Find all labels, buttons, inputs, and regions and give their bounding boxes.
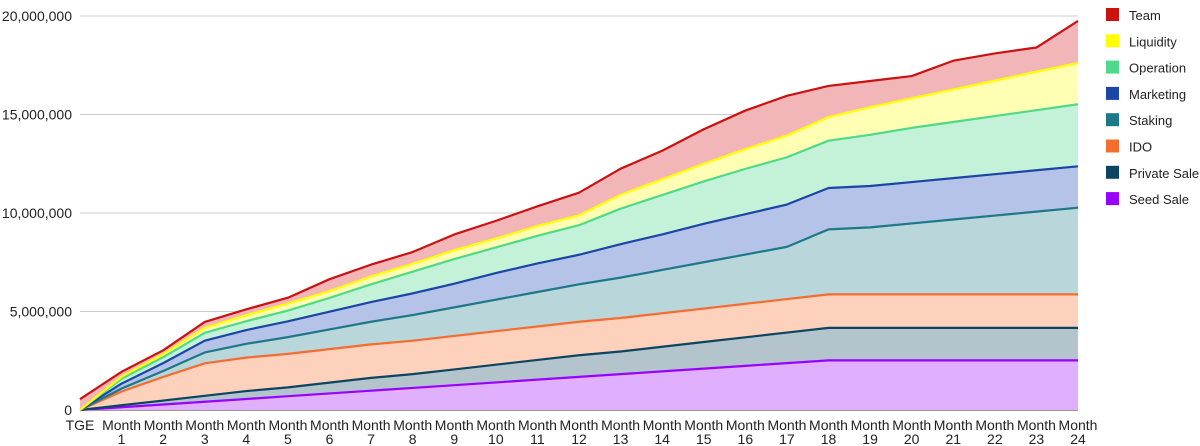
line-private-sale (79, 326, 1078, 412)
legend-swatch-seed-sale (1106, 192, 1119, 206)
legend-label-ido: IDO (1129, 140, 1152, 155)
x-tick-label-number: 10 (488, 431, 504, 446)
x-tick-label: Month (393, 417, 432, 433)
x-tick-label: Month (268, 417, 307, 433)
x-tick-label-number: 6 (326, 431, 334, 446)
x-tick-label: Month (601, 417, 640, 433)
line-series (79, 20, 1079, 412)
area-private-sale (80, 327, 1078, 410)
x-tick-label-number: 22 (987, 431, 1003, 446)
x-tick-label: Month (560, 417, 599, 433)
line-seed-sale (79, 359, 1078, 412)
x-tick-label-number: 23 (1029, 431, 1045, 446)
x-tick-label-number: 2 (159, 431, 167, 446)
x-tick-label-number: 19 (862, 431, 878, 446)
legend-swatch-liquidity (1106, 34, 1119, 48)
x-tick-label: Month (352, 417, 391, 433)
x-tick-label-number: 20 (904, 431, 920, 446)
line-liquidity (79, 61, 1079, 411)
area-team (80, 20, 1078, 411)
x-tick-label: Month (227, 417, 266, 433)
legend-swatch-ido (1106, 139, 1119, 153)
x-tick-label: Month (518, 417, 557, 433)
area-staking (80, 207, 1078, 410)
x-tick-label-number: 13 (613, 431, 629, 446)
x-tick-label: Month (476, 417, 515, 433)
x-tick-label-number: 9 (450, 431, 458, 446)
x-tick-label-number: 18 (821, 431, 837, 446)
area-series (80, 20, 1078, 411)
x-tick-label-number: 11 (530, 431, 545, 446)
x-tick-label: Month (851, 417, 890, 433)
legend: Team Liquidity Operation Marketing Staking ID… (1106, 8, 1199, 207)
x-tick-label-number: 16 (738, 431, 754, 446)
line-staking (79, 206, 1079, 411)
x-tick-label-number: 14 (654, 431, 670, 446)
x-tick-label: Month (185, 417, 224, 433)
x-tick-label-number: 4 (242, 431, 250, 446)
x-tick-label-number: 12 (571, 431, 587, 446)
x-tick-label: Month (684, 417, 723, 433)
legend-label-seed-sale: Seed Sale (1129, 192, 1189, 207)
area-ido (80, 294, 1078, 410)
legend-swatch-marketing (1106, 86, 1119, 100)
x-tick-label: Month (975, 417, 1014, 433)
line-team (79, 20, 1079, 401)
y-tick-label: 5,000,000 (10, 304, 72, 320)
legend-swatch-staking (1106, 113, 1119, 127)
legend-label-liquidity: Liquidity (1129, 34, 1177, 49)
x-tick-label-number: 21 (945, 431, 961, 446)
x-tick-label-number: 15 (696, 431, 712, 446)
x-tick-label: TGE (66, 417, 95, 433)
x-tick-label: Month (310, 417, 349, 433)
legend-swatch-operation (1106, 60, 1119, 74)
legend-label-marketing: Marketing (1129, 87, 1186, 102)
y-axis-ticks: 0 5,000,000 10,000,000 15,000,000 20,000,000 (2, 8, 72, 418)
line-marketing (79, 165, 1079, 411)
legend-label-team: Team (1129, 8, 1161, 23)
y-tick-label: 10,000,000 (2, 205, 72, 221)
legend-swatch-private-sale (1106, 165, 1119, 179)
x-tick-label: Month (1059, 417, 1098, 433)
x-tick-label: Month (809, 417, 848, 433)
legend-swatch-team (1106, 8, 1119, 21)
x-tick-label-number: 5 (284, 431, 292, 446)
x-tick-label: Month (892, 417, 931, 433)
legend-label-private-sale: Private Sale (1129, 166, 1199, 181)
legend-label-operation: Operation (1129, 61, 1186, 76)
x-tick-label: Month (726, 417, 765, 433)
y-tick-label: 15,000,000 (2, 107, 72, 123)
x-axis-ticks: TGE Month1Month2Month3Month4Month5Month6M… (66, 417, 1098, 446)
x-tick-label: Month (102, 417, 141, 433)
x-tick-label: Month (144, 417, 183, 433)
line-operation (79, 103, 1079, 411)
x-tick-label-number: 24 (1070, 431, 1086, 446)
line-ido (79, 293, 1078, 412)
area-operation (80, 104, 1078, 410)
x-tick-label-number: 7 (367, 431, 375, 446)
x-tick-label: Month (643, 417, 682, 433)
x-tick-label-number: 3 (201, 431, 209, 446)
area-seed-sale (80, 360, 1078, 410)
x-tick-label: Month (435, 417, 474, 433)
x-tick-label: Month (767, 417, 806, 433)
area-liquidity (80, 62, 1078, 410)
x-tick-label: Month (1017, 417, 1056, 433)
area-marketing (80, 166, 1078, 410)
x-tick-label-number: 8 (409, 431, 417, 446)
y-tick-label: 20,000,000 (2, 8, 72, 24)
x-tick-label-number: 17 (779, 431, 795, 446)
x-tick-label-number: 1 (118, 431, 126, 446)
legend-label-staking: Staking (1129, 113, 1172, 128)
y-tick-label: 0 (64, 402, 72, 418)
x-tick-label: Month (934, 417, 973, 433)
